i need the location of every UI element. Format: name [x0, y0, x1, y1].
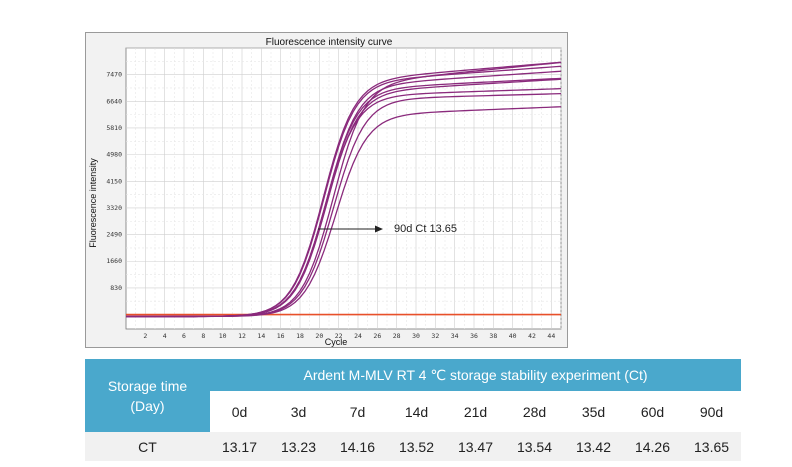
annotation-label: 90d Ct 13.65 — [394, 223, 457, 235]
ct-value: 14.16 — [328, 432, 387, 461]
y-tick-label: 7470 — [106, 71, 122, 79]
y-tick-label: 1660 — [106, 257, 122, 265]
ct-value: 13.52 — [387, 432, 446, 461]
day-header: 21d — [446, 391, 505, 432]
amplification-curve — [126, 106, 562, 318]
ct-value: 13.23 — [269, 432, 328, 461]
x-tick-label: 40 — [509, 332, 517, 340]
chart-svg: Fluorescence intensity curve 2 4 6 8 10 12 14 1… — [88, 37, 562, 347]
grid — [126, 47, 562, 329]
row-header-line1: Storage time — [107, 377, 188, 394]
ct-value: 13.47 — [446, 432, 505, 461]
row-header-storage-time: Storage time (Day) — [85, 359, 210, 432]
annotation: 90d Ct 13.65 — [318, 223, 457, 235]
y-tick-label: 6640 — [106, 97, 122, 105]
arrowhead-icon — [375, 225, 383, 233]
amplification-curves — [125, 61, 562, 318]
day-header: 7d — [328, 391, 387, 432]
y-tick-labels: 830 1660 2490 3320 4150 4980 5810 6640 7470 — [106, 71, 122, 292]
x-tick-label: 24 — [354, 332, 362, 340]
x-tick-label: 12 — [238, 332, 246, 340]
x-tick-label: 4 — [163, 332, 167, 340]
day-header: 28d — [505, 391, 564, 432]
day-header: 35d — [564, 391, 623, 432]
x-tick-label: 22 — [335, 332, 343, 340]
x-tick-label: 32 — [431, 332, 439, 340]
x-tick-label: 10 — [219, 332, 227, 340]
x-tick-label: 14 — [257, 332, 265, 340]
day-header: 90d — [682, 391, 742, 432]
y-tick-label: 830 — [110, 284, 122, 292]
day-header: 14d — [387, 391, 446, 432]
x-axis-title: Cycle — [325, 337, 348, 347]
x-tick-label: 26 — [373, 332, 381, 340]
x-tick-label: 16 — [277, 332, 285, 340]
y-tick-label: 4150 — [106, 177, 122, 185]
y-tick-label: 3320 — [106, 204, 122, 212]
ct-value: 14.26 — [623, 432, 682, 461]
ct-value: 13.65 — [682, 432, 742, 461]
x-tick-label: 28 — [393, 332, 401, 340]
x-tick-label: 18 — [296, 332, 304, 340]
y-axis-title: Fluorescence intensity — [88, 158, 98, 248]
amplification-chart: Fluorescence intensity curve 2 4 6 8 10 12 14 1… — [85, 32, 568, 348]
x-tick-label: 20 — [315, 332, 323, 340]
day-header: 3d — [269, 391, 328, 432]
x-tick-label: 42 — [528, 332, 536, 340]
ct-value: 13.17 — [210, 432, 269, 461]
x-tick-label: 44 — [547, 332, 555, 340]
x-tick-label: 8 — [201, 332, 205, 340]
day-header: 60d — [623, 391, 682, 432]
x-tick-label: 34 — [451, 332, 459, 340]
stability-table: Storage time (Day) Ardent M-MLV RT 4 ℃ s… — [85, 359, 742, 461]
x-tick-label: 38 — [489, 332, 497, 340]
x-tick-label: 2 — [143, 332, 147, 340]
ct-row-label: CT — [85, 432, 210, 461]
row-header-line2: (Day) — [130, 397, 165, 414]
x-tick-label: 6 — [182, 332, 186, 340]
y-tick-label: 5810 — [106, 124, 122, 132]
group-header: Ardent M-MLV RT 4 ℃ storage stability ex… — [210, 359, 742, 391]
ct-value: 13.54 — [505, 432, 564, 461]
day-header: 0d — [210, 391, 269, 432]
y-tick-label: 2490 — [106, 231, 122, 239]
ct-value: 13.42 — [564, 432, 623, 461]
x-tick-label: 30 — [412, 332, 420, 340]
x-tick-labels: 2 4 6 8 10 12 14 16 18 20 22 24 26 28 30 32 34 36 38 40 42 44 — [143, 332, 555, 340]
y-tick-label: 4980 — [106, 151, 122, 159]
x-tick-label: 36 — [470, 332, 478, 340]
chart-title: Fluorescence intensity curve — [266, 37, 393, 48]
